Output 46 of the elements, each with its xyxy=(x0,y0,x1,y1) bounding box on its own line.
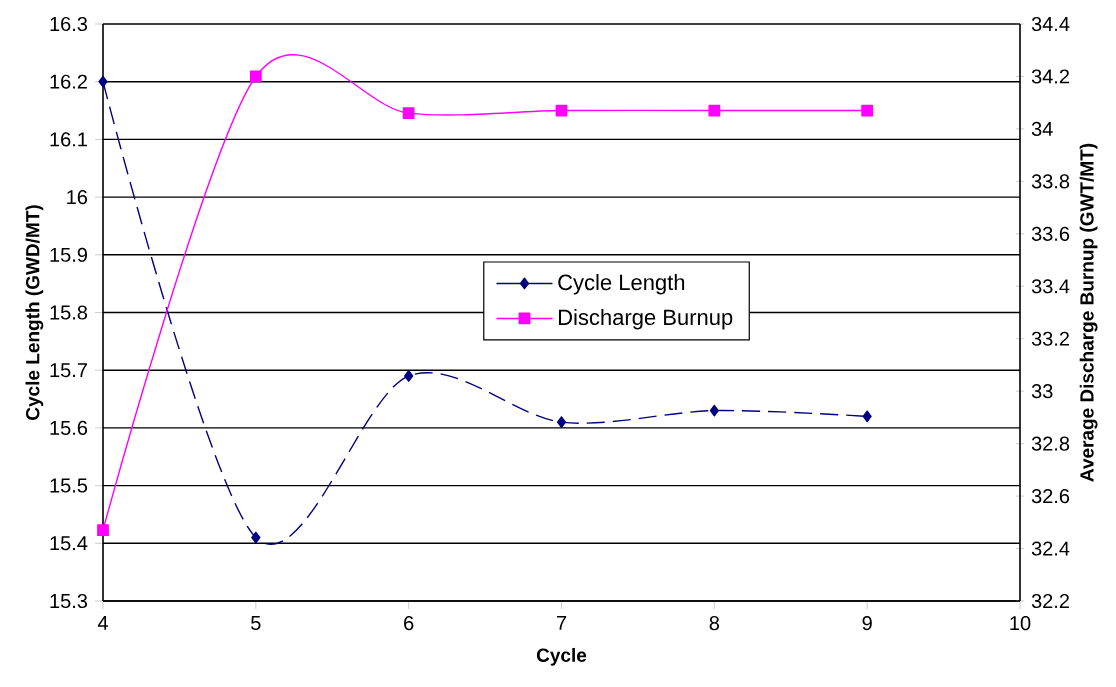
y2-tick-label: 32.6 xyxy=(1031,489,1070,504)
y2-tick-label: 33.6 xyxy=(1031,226,1070,241)
legend-label: Discharge Burnup xyxy=(558,308,733,330)
y2-axis-title: Average Discharge Burnup (GWT/MT) xyxy=(1079,143,1098,482)
y2-tick-label: 33 xyxy=(1031,384,1053,399)
point xyxy=(249,70,262,83)
y-tick-label: 16.3 xyxy=(50,16,88,32)
y2-tick-label: 32.8 xyxy=(1031,436,1070,451)
y2-tick-label: 33.8 xyxy=(1031,174,1070,189)
y-axis-title: Cycle Length (GWD/MT) xyxy=(25,205,44,420)
y2-tick-label: 32.4 xyxy=(1031,541,1070,556)
y-tick-label: 15.9 xyxy=(50,247,87,262)
y-tick-label: 15.8 xyxy=(50,305,88,320)
y2-tick-label: 34.4 xyxy=(1031,16,1070,32)
x-tick-label: 6 xyxy=(404,616,414,631)
y-tick-label: 16.1 xyxy=(50,132,87,147)
x-axis-title: Cycle xyxy=(536,647,587,666)
y-tick-label: 16 xyxy=(67,190,88,205)
y-tick-label: 16.2 xyxy=(50,74,87,89)
y-tick-label: 15.3 xyxy=(50,593,88,609)
y2-tick-label: 33.4 xyxy=(1031,279,1070,294)
y-tick-label: 15.4 xyxy=(50,536,88,551)
y2-tick-label: 34.2 xyxy=(1031,69,1069,84)
y2-tick-label: 32.2 xyxy=(1031,593,1069,609)
point xyxy=(708,104,721,117)
point xyxy=(404,370,414,382)
point xyxy=(402,107,415,120)
x-tick-label: 8 xyxy=(709,616,720,631)
y2-tick-label: 33.2 xyxy=(1031,331,1069,346)
point xyxy=(97,524,109,537)
point xyxy=(861,104,874,117)
x-tick-label: 7 xyxy=(556,616,567,630)
y-tick-label: 15.6 xyxy=(50,420,88,435)
point xyxy=(98,75,108,88)
y-tick-label: 15.7 xyxy=(50,363,87,378)
x-tick-label: 5 xyxy=(251,616,261,631)
point xyxy=(251,531,261,544)
y2-tick-label: 34 xyxy=(1031,121,1053,136)
x-tick-label: 9 xyxy=(862,616,872,631)
x-tick-label: 10 xyxy=(1010,616,1031,631)
y-tick-label: 15.5 xyxy=(50,478,88,493)
point xyxy=(709,404,719,417)
point xyxy=(556,416,567,429)
legend-label: Cycle Length xyxy=(558,274,685,295)
point xyxy=(862,410,872,423)
x-tick-label: 4 xyxy=(97,616,108,630)
